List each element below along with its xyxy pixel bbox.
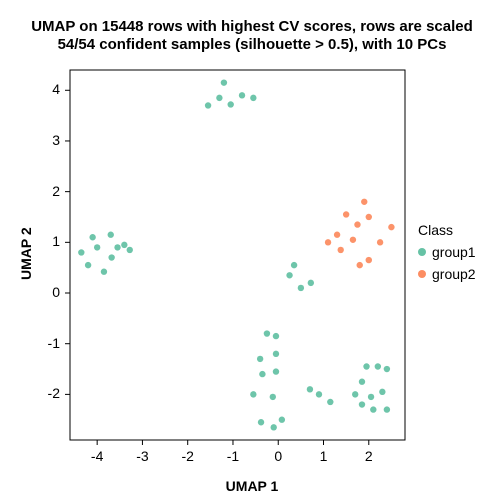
- x-axis-label: UMAP 1: [0, 478, 504, 494]
- y-tick-label: 1: [52, 233, 60, 249]
- legend-item: group2: [418, 266, 476, 282]
- x-tick-label: -1: [221, 448, 245, 464]
- x-tick-label: 2: [357, 448, 381, 464]
- legend-title: Class: [418, 222, 476, 238]
- y-tick-label: 2: [52, 183, 60, 199]
- y-axis-label: UMAP 2: [18, 227, 34, 280]
- y-tick-label: -1: [48, 335, 60, 351]
- legend-swatch: [418, 270, 426, 278]
- x-tick-label: 1: [312, 448, 336, 464]
- y-tick-label: -2: [48, 385, 60, 401]
- legend-item: group1: [418, 244, 476, 260]
- legend-label: group2: [432, 266, 476, 282]
- y-tick-label: 3: [52, 132, 60, 148]
- chart-container: UMAP on 15448 rows with highest CV score…: [0, 0, 504, 504]
- x-tick-label: -2: [176, 448, 200, 464]
- y-tick-label: 4: [52, 81, 60, 97]
- legend: Class group1 group2: [418, 222, 476, 282]
- legend-label: group1: [432, 244, 476, 260]
- y-tick-label: 0: [52, 284, 60, 300]
- x-tick-label: 0: [266, 448, 290, 464]
- x-tick-label: -4: [85, 448, 109, 464]
- legend-swatch: [418, 248, 426, 256]
- x-tick-label: -3: [130, 448, 154, 464]
